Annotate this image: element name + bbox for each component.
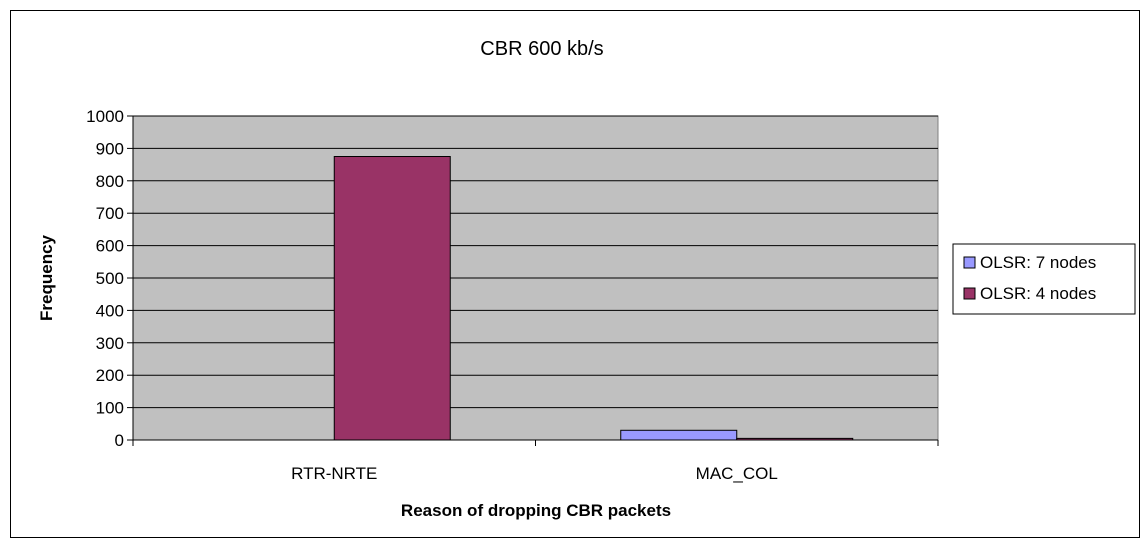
- x-tick-label: RTR-NRTE: [291, 464, 377, 483]
- legend: OLSR: 7 nodes OLSR: 4 nodes: [952, 243, 1136, 315]
- y-axis-ticks: 0 100 200 300 400 500 600 700 800 900 1000: [86, 107, 133, 450]
- y-tick-label: 300: [96, 334, 124, 353]
- gridlines: [133, 115, 938, 409]
- legend-swatch: [963, 256, 976, 269]
- y-tick-label: 400: [96, 301, 124, 320]
- y-tick-label: 600: [96, 237, 124, 256]
- legend-box: [952, 243, 1136, 315]
- x-axis-label: Reason of dropping CBR packets: [401, 501, 671, 520]
- bars: [333, 156, 854, 441]
- y-tick-label: 100: [96, 399, 124, 418]
- legend-label: OLSR: 7 nodes: [980, 253, 1096, 272]
- y-tick-label: 900: [96, 139, 124, 158]
- y-tick-label: 1000: [86, 107, 124, 126]
- legend-swatch: [963, 287, 976, 300]
- y-axis-label: Frequency: [37, 234, 56, 321]
- bar-olsr-7-nodes: [620, 429, 738, 441]
- y-tick-label: 500: [96, 269, 124, 288]
- bar-olsr-4-nodes: [333, 156, 451, 441]
- x-tick-label: MAC_COL: [696, 464, 778, 483]
- chart-title: CBR 600 kb/s: [480, 38, 603, 60]
- y-tick-label: 800: [96, 172, 124, 191]
- y-tick-label: 0: [115, 431, 124, 450]
- y-tick-label: 200: [96, 366, 124, 385]
- legend-label: OLSR: 4 nodes: [980, 284, 1096, 303]
- y-tick-label: 700: [96, 204, 124, 223]
- x-axis-ticks: RTR-NRTE MAC_COL: [132, 440, 939, 483]
